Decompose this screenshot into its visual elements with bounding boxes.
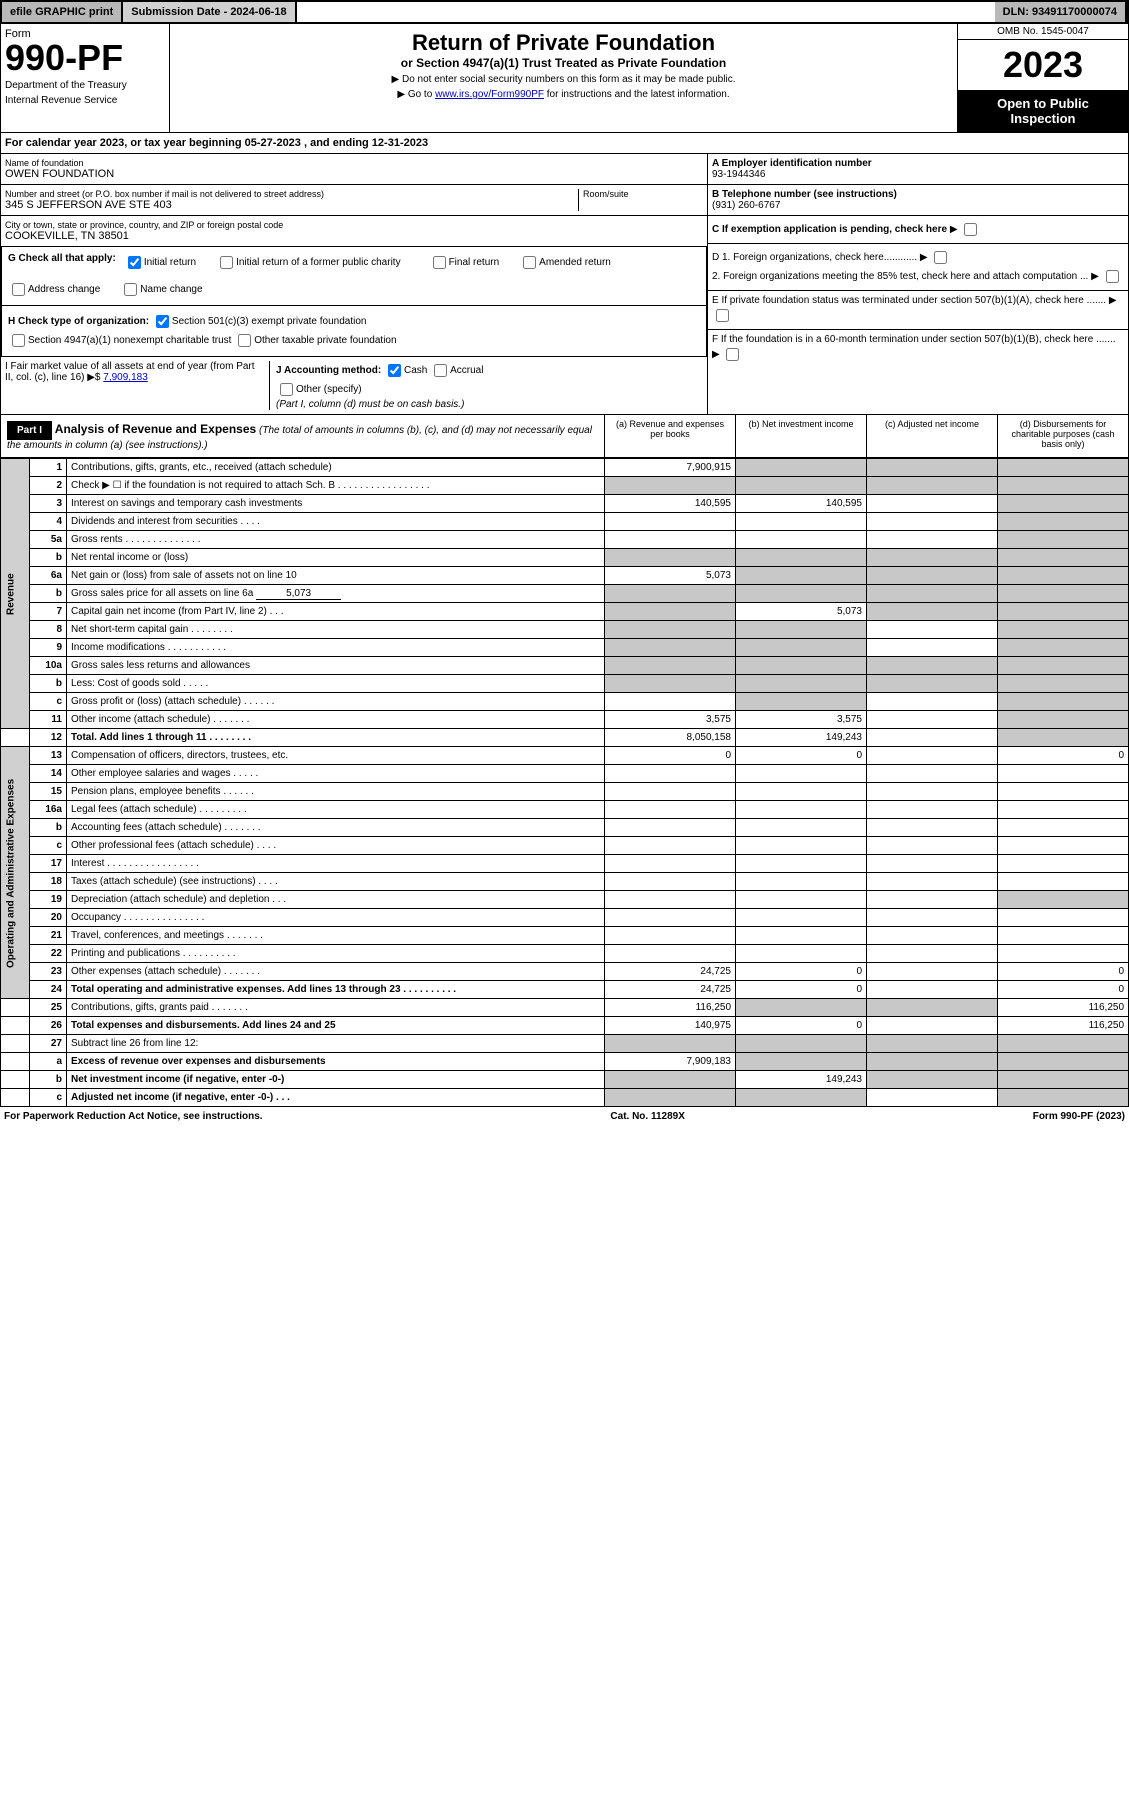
col-c-header: (c) Adjusted net income	[866, 415, 997, 457]
cat-no: Cat. No. 11289X	[610, 1111, 684, 1122]
check-cash[interactable]: Cash	[384, 365, 427, 376]
check-initial[interactable]: Initial return	[124, 253, 196, 272]
check-e[interactable]	[716, 309, 729, 322]
city-label: City or town, state or province, country…	[5, 220, 703, 230]
check-f[interactable]	[726, 348, 739, 361]
col-b-header: (b) Net investment income	[735, 415, 866, 457]
dept-treasury: Department of the Treasury	[5, 80, 165, 91]
col-a-header: (a) Revenue and expenses per books	[604, 415, 735, 457]
goto-note: ▶ Go to	[397, 89, 435, 100]
form-number: 990-PF	[5, 40, 165, 76]
part1-title: Analysis of Revenue and Expenses	[55, 422, 256, 436]
irs-label: Internal Revenue Service	[5, 95, 165, 106]
dln: DLN: 93491170000074	[995, 2, 1127, 22]
topbar: efile GRAPHIC print Submission Date - 20…	[0, 0, 1129, 24]
goto-suffix: for instructions and the latest informat…	[544, 89, 730, 100]
part1-header-row: Part I Analysis of Revenue and Expenses …	[0, 415, 1129, 458]
part1-badge: Part I	[7, 421, 52, 440]
ein-label: A Employer identification number	[712, 158, 872, 169]
check-addrchg[interactable]: Address change	[8, 280, 100, 299]
form-header: Form 990-PF Department of the Treasury I…	[0, 24, 1129, 133]
form-title: Return of Private Foundation	[176, 30, 951, 56]
j-note: (Part I, column (d) must be on cash basi…	[276, 399, 464, 410]
page-footer: For Paperwork Reduction Act Notice, see …	[0, 1107, 1129, 1126]
address: 345 S JEFFERSON AVE STE 403	[5, 199, 578, 211]
telephone: (931) 260-6767	[712, 200, 780, 211]
c-label: C If exemption application is pending, c…	[712, 224, 947, 235]
form-subtitle: or Section 4947(a)(1) Trust Treated as P…	[176, 56, 951, 70]
check-d1[interactable]	[934, 251, 947, 264]
e-label: E If private foundation status was termi…	[712, 295, 1106, 306]
ssn-note: ▶ Do not enter social security numbers o…	[176, 74, 951, 85]
check-amended[interactable]: Amended return	[519, 253, 611, 272]
check-501c3[interactable]: Section 501(c)(3) exempt private foundat…	[152, 316, 367, 327]
tel-label: B Telephone number (see instructions)	[712, 189, 897, 200]
check-d2[interactable]	[1106, 270, 1119, 283]
j-label: J Accounting method:	[276, 365, 381, 376]
d2-label: 2. Foreign organizations meeting the 85%…	[712, 271, 1088, 282]
info-box: Name of foundation OWEN FOUNDATION Numbe…	[0, 154, 1129, 415]
check-namechg[interactable]: Name change	[120, 280, 202, 299]
paperwork-notice: For Paperwork Reduction Act Notice, see …	[4, 1111, 263, 1122]
efile-label[interactable]: efile GRAPHIC print	[2, 2, 123, 22]
form-ref: Form 990-PF (2023)	[1033, 1111, 1125, 1122]
check-c[interactable]	[964, 223, 977, 236]
side-revenue: Revenue	[1, 459, 30, 729]
check-4947[interactable]: Section 4947(a)(1) nonexempt charitable …	[8, 335, 231, 346]
omb-number: OMB No. 1545-0047	[958, 24, 1128, 40]
col-d-header: (d) Disbursements for charitable purpose…	[997, 415, 1128, 457]
submission-date: Submission Date - 2024-06-18	[123, 2, 296, 22]
d1-label: D 1. Foreign organizations, check here..…	[712, 252, 917, 263]
f-label: F If the foundation is in a 60-month ter…	[712, 334, 1116, 345]
addr-label: Number and street (or P.O. box number if…	[5, 189, 578, 199]
tax-year: 2023	[958, 40, 1128, 90]
h-label: H Check type of organization:	[8, 316, 149, 327]
foundation-name: OWEN FOUNDATION	[5, 168, 703, 180]
g-checks: G Check all that apply: Initial return I…	[1, 247, 707, 306]
room-label: Room/suite	[583, 189, 703, 199]
irs-link[interactable]: www.irs.gov/Form990PF	[435, 89, 544, 100]
h-orgtype: H Check type of organization: Section 50…	[1, 306, 707, 357]
check-initial-former[interactable]: Initial return of a former public charit…	[216, 253, 401, 272]
check-final[interactable]: Final return	[429, 253, 500, 272]
g-label: G Check all that apply:	[8, 253, 116, 272]
revenue-table: Revenue 1Contributions, gifts, grants, e…	[0, 458, 1129, 1107]
check-accrual[interactable]: Accrual	[430, 365, 483, 376]
check-other-taxable[interactable]: Other taxable private foundation	[234, 335, 396, 346]
name-label: Name of foundation	[5, 158, 703, 168]
city: COOKEVILLE, TN 38501	[5, 230, 703, 242]
open-to-public: Open to Public Inspection	[958, 90, 1128, 132]
check-other-method[interactable]: Other (specify)	[276, 384, 362, 395]
fmv-value: 7,909,183	[103, 372, 148, 383]
ein: 93-1944346	[712, 169, 765, 180]
side-expenses: Operating and Administrative Expenses	[1, 747, 30, 999]
calendar-year: For calendar year 2023, or tax year begi…	[0, 133, 1129, 154]
